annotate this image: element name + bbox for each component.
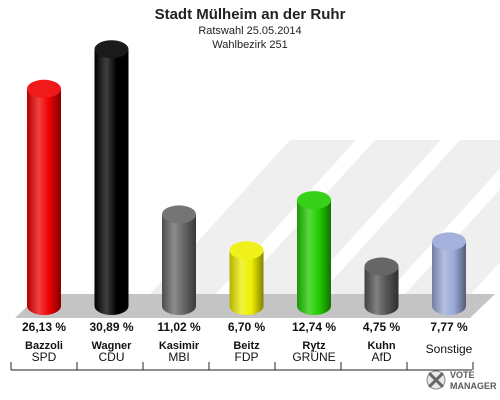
- value-label: 4,75 %: [363, 320, 401, 334]
- bar-cdu: [94, 40, 129, 316]
- candidate-label: Rytz: [302, 340, 326, 352]
- logo-mark-icon: [426, 370, 446, 390]
- bar-mbi: [162, 205, 196, 315]
- candidate-label: Bazzoli: [25, 340, 63, 352]
- bar-body: [297, 200, 331, 315]
- background-stripe: [235, 140, 441, 294]
- vote-manager-logo: VOTE MANAGER: [426, 370, 497, 391]
- bar-gr-ne: [297, 191, 331, 315]
- bar-cap: [229, 241, 264, 260]
- bar-body: [94, 49, 129, 316]
- bar-cap: [364, 257, 399, 276]
- bar-cap: [297, 191, 331, 210]
- value-label: 30,89 %: [89, 320, 133, 334]
- bar-body: [432, 241, 466, 315]
- value-label: 11,02 %: [157, 320, 201, 334]
- category-label: SPD: [32, 350, 57, 364]
- bar-body: [27, 88, 61, 315]
- value-label: 26,13 %: [22, 320, 66, 334]
- category-label: MBI: [168, 350, 189, 364]
- candidate-label: Wagner: [92, 340, 133, 352]
- bar-cap: [162, 205, 196, 224]
- bar-cap: [432, 232, 466, 251]
- logo-line-2: MANAGER: [450, 381, 497, 391]
- bar-fdp: [229, 241, 264, 315]
- bar-sonstige: [432, 232, 466, 315]
- background-stripe: [320, 140, 500, 294]
- chart-subtitle: Ratswahl 25.05.2014: [198, 25, 301, 37]
- value-label: 6,70 %: [228, 320, 266, 334]
- value-label: 12,74 %: [292, 320, 336, 334]
- bar-body: [229, 250, 264, 315]
- logo-line-1: VOTE: [450, 370, 475, 380]
- category-label: AfD: [371, 350, 391, 364]
- value-label: 7,77 %: [430, 320, 468, 334]
- chart-title: Stadt Mülheim an der Ruhr: [155, 6, 346, 23]
- bars: [27, 40, 466, 316]
- chart-subtitle-2: Wahlbezirk 251: [212, 39, 287, 51]
- category-ticks: [10, 362, 474, 370]
- bar-afd: [364, 257, 399, 315]
- bar-cap: [94, 40, 129, 59]
- category-label: Sonstige: [426, 342, 473, 356]
- category-label: FDP: [235, 350, 259, 364]
- background-stripe: [150, 140, 356, 294]
- candidate-label: Kuhn: [367, 340, 395, 352]
- candidate-label: Beitz: [233, 340, 260, 352]
- bar-body: [364, 266, 399, 315]
- category-label: CDU: [99, 350, 125, 364]
- bar-cap: [27, 79, 61, 98]
- bar-body: [162, 214, 196, 315]
- bar-spd: [27, 79, 61, 315]
- category-label: GRÜNE: [292, 350, 335, 364]
- candidate-label: Kasimir: [159, 340, 200, 352]
